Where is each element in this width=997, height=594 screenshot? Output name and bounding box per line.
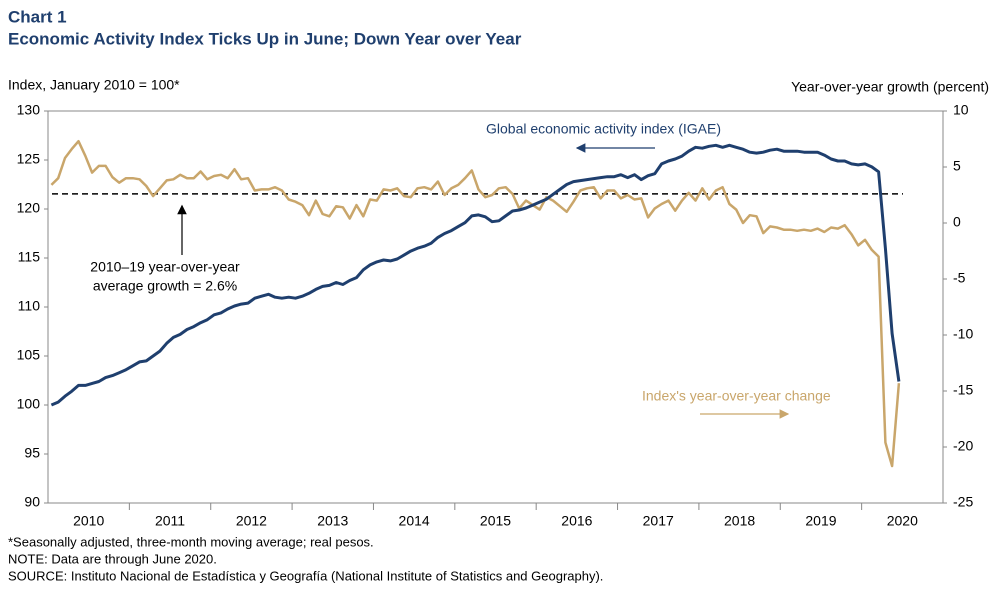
x-tick-label: 2011	[155, 513, 185, 529]
y2-tick-label: 10	[953, 102, 969, 118]
x-tick-label: 2018	[724, 513, 755, 529]
plot-frame	[47, 110, 944, 504]
x-tick-label: 2013	[317, 513, 348, 529]
y-tick-label: 95	[24, 445, 40, 461]
footnote: SOURCE: Instituto Nacional de Estadístic…	[8, 568, 603, 583]
y-tick-label: 100	[17, 396, 41, 412]
series-line	[50, 143, 901, 407]
x-tick-label: 2019	[805, 513, 836, 529]
y-tick-label: 130	[17, 102, 41, 118]
y2-tick-label: -20	[953, 438, 973, 454]
y2-tick-label: -25	[953, 494, 973, 510]
y2-tick-label: 5	[953, 158, 961, 174]
y-tick-label: 115	[18, 249, 41, 265]
y-tick-label: 110	[18, 298, 41, 314]
x-tick-label: 2020	[887, 513, 918, 529]
legend-label: Global economic activity index (IGAE)	[486, 121, 721, 137]
x-tick-label: 2014	[399, 513, 430, 529]
y-tick-label: 125	[17, 151, 41, 167]
y2-tick-label: -10	[953, 326, 973, 342]
y-tick-label: 105	[17, 347, 41, 363]
x-tick-label: 2012	[236, 513, 267, 529]
y-tick-label: 120	[17, 200, 41, 216]
legend-label: Index's year-over-year change	[642, 388, 831, 404]
y2-axis-label: Year-over-year growth (percent)	[791, 79, 989, 95]
footnote: NOTE: Data are through June 2020.	[8, 551, 217, 566]
y-tick-label: 90	[24, 494, 40, 510]
footnote: *Seasonally adjusted, three-month moving…	[8, 534, 374, 549]
y2-tick-label: -5	[953, 270, 966, 286]
y2-tick-label: 0	[953, 214, 961, 230]
x-tick-label: 2017	[643, 513, 674, 529]
chart-subtitle: Economic Activity Index Ticks Up in June…	[8, 29, 522, 48]
y-axis-label: Index, January 2010 = 100*	[8, 77, 180, 93]
x-tick-label: 2016	[561, 513, 592, 529]
x-tick-label: 2010	[73, 513, 104, 529]
chart-title: Chart 1	[8, 7, 67, 26]
reference-label: average growth = 2.6%	[93, 278, 237, 294]
x-tick-label: 2015	[480, 513, 511, 529]
reference-label: 2010–19 year-over-year	[90, 259, 240, 275]
y2-tick-label: -15	[953, 382, 973, 398]
series-line	[50, 139, 901, 468]
